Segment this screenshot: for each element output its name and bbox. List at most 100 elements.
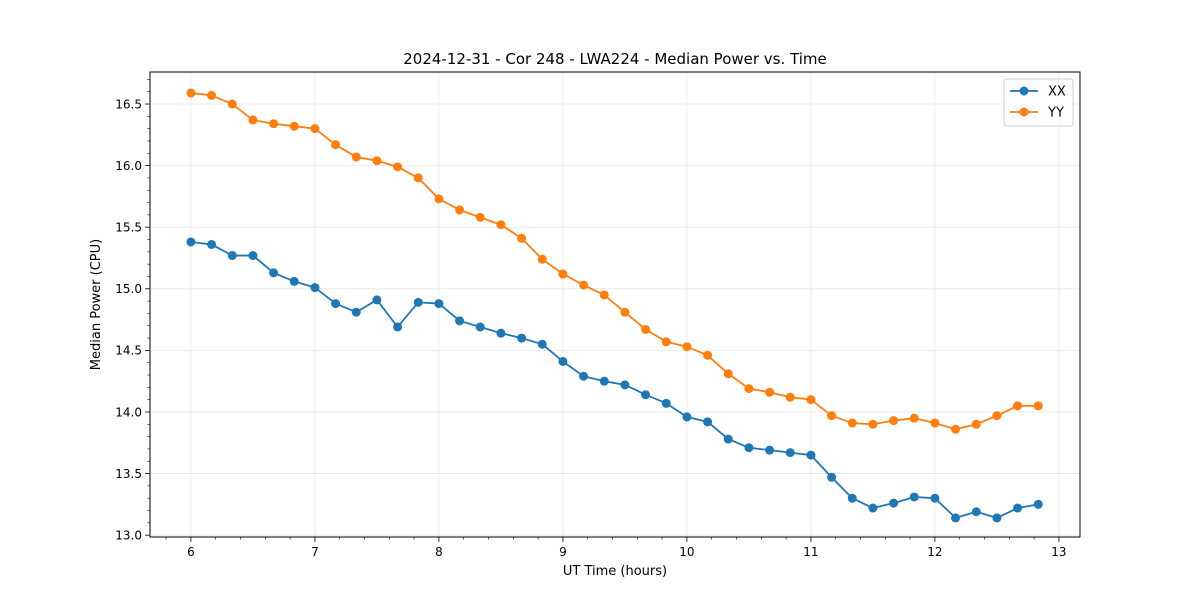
data-point-xx	[413, 297, 423, 307]
series-yy	[186, 88, 1043, 434]
x-tick-label: 8	[435, 545, 443, 559]
data-point-xx	[227, 251, 237, 261]
data-point-yy	[269, 119, 279, 129]
y-tick-label: 14.5	[115, 344, 142, 358]
data-point-yy	[703, 350, 713, 360]
data-point-xx	[847, 493, 857, 503]
data-point-xx	[703, 417, 713, 427]
data-point-yy	[558, 269, 568, 279]
data-point-yy	[537, 254, 547, 264]
data-point-yy	[992, 411, 1002, 421]
legend-label-yy: YY	[1047, 106, 1064, 121]
data-point-xx	[351, 307, 361, 317]
data-point-xx	[909, 492, 919, 502]
data-point-xx	[393, 322, 403, 332]
data-point-xx	[537, 339, 547, 349]
data-point-xx	[289, 276, 299, 286]
x-axis-label: UT Time (hours)	[563, 564, 667, 579]
data-point-yy	[372, 156, 382, 166]
x-axis: 6 7 8 9 10 11 12 13	[165, 537, 1067, 559]
legend-marker-yy	[1019, 107, 1029, 117]
x-tick-label: 7	[311, 545, 319, 559]
data-point-yy	[889, 416, 899, 426]
data-point-xx	[620, 380, 630, 390]
data-point-xx	[785, 448, 795, 458]
x-tick-label: 13	[1051, 545, 1066, 559]
chart-title: 2024-12-31 - Cor 248 - LWA224 - Median P…	[403, 50, 827, 68]
data-point-yy	[248, 115, 258, 125]
y-axis-label: Median Power (CPU)	[89, 239, 104, 370]
y-tick-label: 13.5	[115, 467, 142, 481]
data-point-xx	[455, 316, 465, 326]
data-point-xx	[496, 328, 506, 338]
data-point-yy	[682, 342, 692, 352]
data-point-xx	[310, 283, 320, 293]
data-point-yy	[434, 194, 444, 204]
grid	[150, 72, 1080, 537]
data-point-xx	[1013, 503, 1023, 513]
legend-label-xx: XX	[1048, 85, 1066, 100]
data-point-xx	[682, 412, 692, 422]
data-point-yy	[579, 280, 589, 290]
data-point-yy	[393, 162, 403, 172]
y-tick-label: 15.0	[115, 282, 142, 296]
data-point-xx	[579, 371, 589, 381]
data-point-yy	[868, 419, 878, 429]
data-point-xx	[207, 239, 217, 249]
data-point-yy	[620, 307, 630, 317]
data-point-xx	[806, 450, 816, 460]
data-point-yy	[517, 233, 527, 243]
data-point-xx	[868, 503, 878, 513]
data-point-xx	[434, 299, 444, 309]
data-point-yy	[186, 88, 196, 98]
data-point-yy	[1033, 401, 1043, 411]
data-point-yy	[1013, 401, 1023, 411]
y-axis: 13.0 13.5 14.0 14.5 15.0 15.5 16.0 16.5	[115, 79, 150, 542]
legend: XX YY	[1003, 78, 1074, 127]
data-point-yy	[785, 392, 795, 402]
x-tick-label: 9	[559, 545, 567, 559]
legend-marker-xx	[1019, 86, 1029, 96]
data-point-xx	[661, 398, 671, 408]
data-point-yy	[351, 152, 361, 162]
x-tick-label: 11	[803, 545, 818, 559]
data-point-xx	[475, 322, 485, 332]
data-point-yy	[806, 395, 816, 405]
data-point-xx	[992, 513, 1002, 523]
data-point-xx	[827, 472, 837, 482]
data-point-yy	[847, 418, 857, 428]
data-point-yy	[765, 387, 775, 397]
data-point-xx	[269, 268, 279, 278]
y-tick-label: 16.5	[115, 97, 142, 111]
series-layer	[186, 88, 1043, 523]
data-point-xx	[186, 237, 196, 247]
data-point-xx	[971, 507, 981, 517]
x-tick-label: 12	[927, 545, 942, 559]
data-point-xx	[930, 493, 940, 503]
y-tick-label: 16.0	[115, 159, 142, 173]
y-tick-label: 13.0	[115, 528, 142, 542]
data-point-xx	[372, 295, 382, 305]
data-point-yy	[310, 124, 320, 134]
data-point-yy	[475, 212, 485, 222]
y-tick-label: 14.0	[115, 405, 142, 419]
series-xx	[186, 237, 1043, 523]
y-tick-label: 15.5	[115, 221, 142, 235]
data-point-yy	[641, 324, 651, 334]
x-tick-label: 6	[187, 545, 195, 559]
data-point-xx	[765, 445, 775, 455]
data-point-yy	[930, 418, 940, 428]
data-point-yy	[331, 140, 341, 150]
data-point-yy	[455, 205, 465, 215]
data-point-xx	[248, 251, 258, 261]
data-point-xx	[641, 390, 651, 400]
data-point-yy	[599, 290, 609, 300]
data-point-xx	[558, 356, 568, 366]
plot-frame	[149, 71, 1081, 538]
data-point-xx	[331, 299, 341, 309]
data-point-yy	[909, 413, 919, 423]
data-point-xx	[723, 434, 733, 444]
x-tick-label: 10	[679, 545, 694, 559]
data-point-yy	[227, 99, 237, 109]
